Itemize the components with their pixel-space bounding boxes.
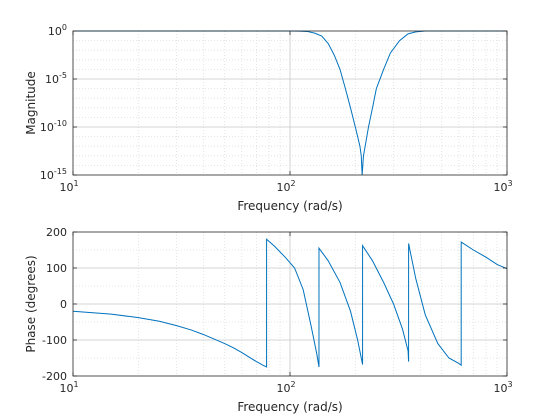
y-tick-label: -200	[42, 370, 67, 383]
y-tick-label: 10-10	[40, 119, 67, 134]
y-tick-label: 100	[48, 23, 67, 38]
y-tick-label: 100	[46, 262, 67, 275]
series-line	[72, 238, 508, 368]
x-axis-label: Frequency (rad/s)	[237, 400, 342, 414]
y-tick-label: 0	[60, 298, 67, 311]
y-tick-label: 200	[46, 226, 67, 239]
x-tick-label: 103	[493, 179, 512, 194]
y-axis-label: Phase (degrees)	[24, 255, 38, 352]
x-tick-label: 101	[59, 380, 78, 395]
magnitude-plot: 101 102 103 100 10-5 10-10 10-15 Frequency (rad…	[24, 23, 513, 213]
x-tick-label: 103	[493, 380, 512, 395]
y-axis-label: Magnitude	[24, 71, 38, 135]
x-tick-label: 101	[59, 179, 78, 194]
y-tick-label: 10-15	[40, 167, 67, 182]
x-axis-label: Frequency (rad/s)	[237, 199, 342, 213]
y-tick-label: 10-5	[45, 71, 67, 86]
x-tick-label: 102	[276, 179, 295, 194]
y-tick-label: -100	[42, 334, 67, 347]
phase-plot: 101 102 103 200 100 0 -100 -200 Frequency (rad/s…	[24, 226, 513, 414]
x-tick-label: 102	[276, 380, 295, 395]
